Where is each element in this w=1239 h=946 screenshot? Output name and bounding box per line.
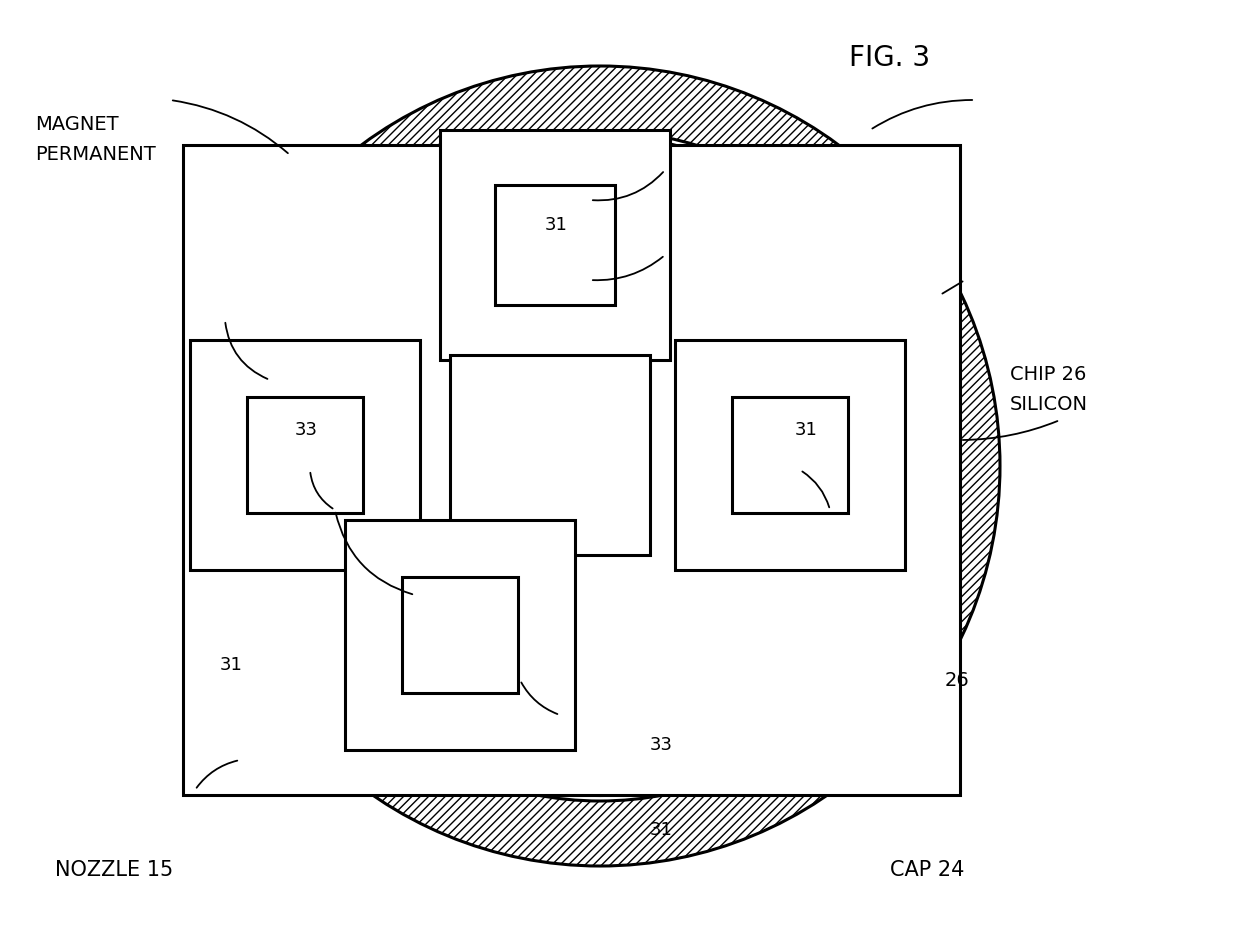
Circle shape [199, 66, 1000, 866]
Text: 31: 31 [221, 656, 243, 674]
Bar [450, 355, 650, 555]
Bar [247, 397, 363, 513]
Text: 33: 33 [650, 736, 673, 754]
Text: CAP 24: CAP 24 [890, 860, 964, 880]
Bar [344, 520, 575, 750]
Text: FIG. 3: FIG. 3 [850, 44, 930, 72]
Bar [183, 145, 960, 795]
Text: 26: 26 [945, 671, 970, 690]
Text: SILICON: SILICON [1010, 395, 1088, 414]
Bar [440, 130, 670, 360]
Bar [190, 340, 420, 570]
Bar [401, 577, 518, 693]
Bar [675, 340, 904, 570]
Text: MAGNET: MAGNET [35, 115, 119, 134]
Circle shape [265, 131, 935, 801]
Text: 31: 31 [545, 216, 567, 234]
Text: 31: 31 [795, 421, 818, 439]
Text: CHIP 26: CHIP 26 [1010, 365, 1087, 384]
Bar [732, 397, 847, 513]
Bar [496, 185, 615, 305]
Text: NOZZLE 15: NOZZLE 15 [55, 860, 173, 880]
Text: PERMANENT: PERMANENT [35, 146, 156, 165]
Text: 31: 31 [650, 821, 673, 839]
Text: 33: 33 [295, 421, 318, 439]
